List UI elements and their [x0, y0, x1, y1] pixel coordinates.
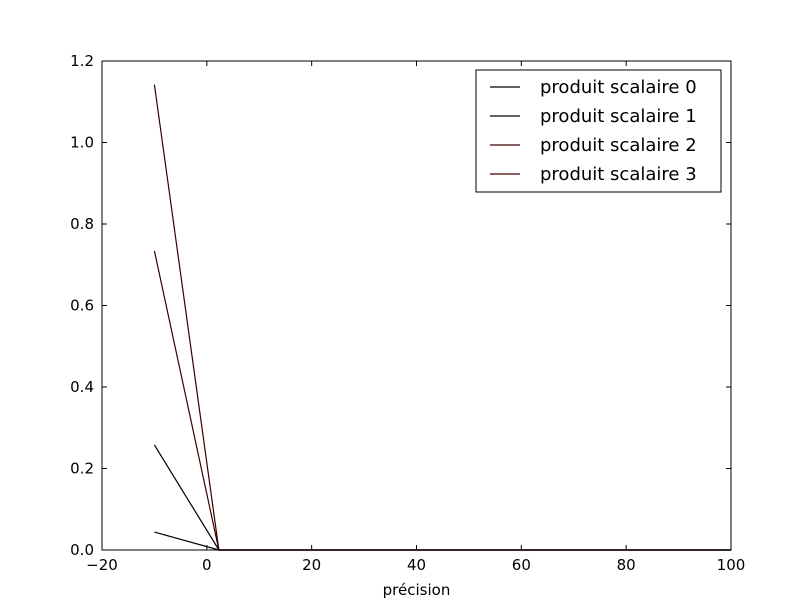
y-tick-label: 0.4 [70, 378, 94, 396]
y-tick-label: 0.6 [70, 297, 94, 315]
legend-box [475, 69, 722, 193]
x-tick-label: 80 [617, 556, 636, 574]
legend-label-1: produit scalaire 1 [540, 106, 697, 127]
y-tick-label: 0.2 [70, 460, 94, 478]
series-line-2 [153, 250, 731, 551]
legend-label-0: produit scalaire 0 [540, 77, 697, 98]
y-tick-label: 0.0 [70, 541, 94, 559]
y-tick-label: 0.8 [70, 215, 94, 233]
x-tick-label: 100 [717, 556, 746, 574]
x-tick-label: 20 [302, 556, 321, 574]
x-axis-label: précision [383, 581, 451, 599]
legend: produit scalaire 0 produit scalaire 1 prod… [475, 69, 722, 193]
y-tick-labels: 0.0 0.2 0.4 0.6 0.8 1.0 1.2 [70, 52, 94, 559]
x-tick-label: 60 [512, 556, 531, 574]
legend-label-2: produit scalaire 2 [540, 135, 697, 156]
x-tick-labels: −20 0 20 40 60 80 100 [86, 556, 745, 574]
x-tick-label: 40 [407, 556, 426, 574]
series-line-0 [154, 531, 731, 551]
x-tick-label: −20 [86, 556, 118, 574]
axis-ticks [101, 60, 732, 551]
x-tick-label: 0 [202, 556, 212, 574]
y-tick-label: 1.2 [70, 52, 94, 70]
series-line-1 [153, 444, 731, 551]
y-tick-label: 1.0 [70, 134, 94, 152]
legend-label-3: produit scalaire 3 [540, 164, 697, 185]
